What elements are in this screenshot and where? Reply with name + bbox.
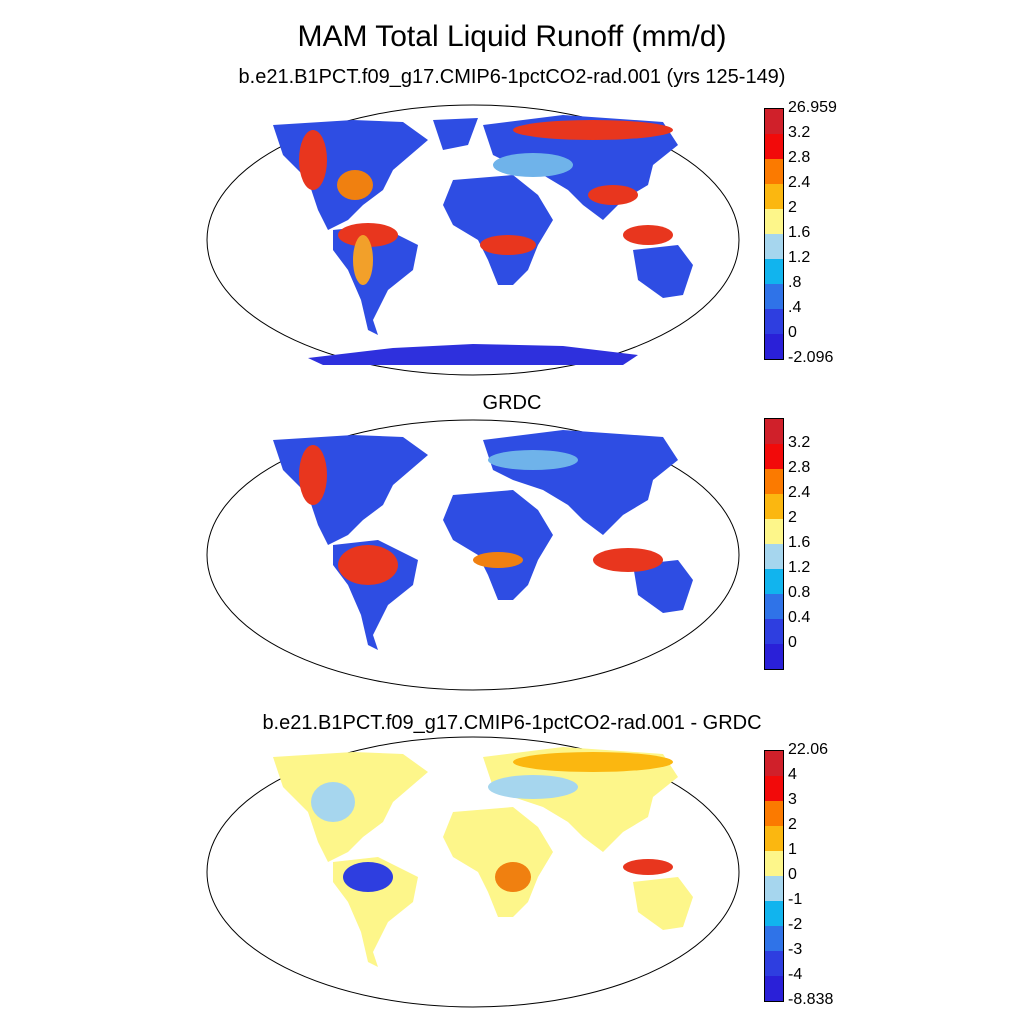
colorbar-segment [765,594,783,619]
colorbar-segment [765,619,783,644]
colorbar-label: 3.2 [788,434,811,451]
antarctica [308,344,638,365]
colorbar-segment [765,751,783,776]
continents-model [273,115,693,365]
colorbar-label: -3 [788,941,803,958]
panel-grdc-title: GRDC [482,392,542,414]
colorbar-segment [765,184,783,209]
greenland [433,118,478,150]
colorbar-segment [765,901,783,926]
colorbar-label: 0 [788,866,797,883]
colorbar-label: -2 [788,916,803,933]
australia [633,245,693,298]
colorbar-segment [765,926,783,951]
colorbar-segment [765,519,783,544]
colorbar-label: 1 [788,841,797,858]
continents-diff [273,747,693,967]
colorbar-label: -8.838 [788,991,834,1008]
colorbar-segment [765,976,783,1001]
colorbar-label: 26.959 [788,99,837,116]
colorbar-label: 2 [788,509,797,526]
anomalies-diff [311,752,673,892]
colorbar-box [764,108,784,360]
colorbar-label: -2.096 [788,349,834,366]
colorbar-segment [765,109,783,134]
colorbar-label: 2.4 [788,484,811,501]
colorbar-label: 1.6 [788,534,811,551]
colorbar-segment [765,159,783,184]
colorbar-label: 0.4 [788,609,811,626]
colorbar-label: 4 [788,766,797,783]
north-america [273,120,428,230]
colorbar-label: -4 [788,966,803,983]
panel-model-title: b.e21.B1PCT.f09_g17.CMIP6-1pctCO2-rad.00… [238,66,786,88]
colorbar-segment [765,544,783,569]
colorbar-segment [765,851,783,876]
colorbar-label: 2 [788,816,797,833]
colorbar-label: 3.2 [788,124,811,141]
colorbar-segment [765,951,783,976]
colorbar-label: 3 [788,791,797,808]
map-frame-diff [206,736,740,1008]
colorbar-segment [765,419,783,444]
colorbar-label: 1.6 [788,224,811,241]
colorbar-segment [765,801,783,826]
colorbar-segment [765,469,783,494]
colorbar-label: 2.4 [788,174,811,191]
colorbar-segment [765,826,783,851]
south-america [333,225,418,335]
colorbar-segment [765,494,783,519]
colorbar-label: 0 [788,324,797,341]
eurasia [483,115,678,220]
colorbar-segment [765,309,783,334]
continents-grdc [273,430,693,650]
colorbar-label: 2.8 [788,459,811,476]
colorbar-segment [765,569,783,594]
hotspots-model [299,120,673,285]
colorbar-segment [765,284,783,309]
colorbar-label: .8 [788,274,802,291]
colorbar-segment [765,776,783,801]
map-frame-model [206,104,740,376]
colorbar-label: 1.2 [788,559,811,576]
figure-title: MAM Total Liquid Runoff (mm/d) [297,20,727,53]
colorbar-label: 2 [788,199,797,216]
colorbar-label: 0 [788,634,797,651]
colorbar-segment [765,259,783,284]
colorbar-label: 0.8 [788,584,811,601]
colorbar-label: 22.06 [788,741,829,758]
colorbar-segment [765,444,783,469]
colorbar-label: 2.8 [788,149,811,166]
colorbar-box [764,750,784,1002]
africa [443,175,553,285]
colorbar-segment [765,876,783,901]
panel-diff-title: b.e21.B1PCT.f09_g17.CMIP6-1pctCO2-rad.00… [262,712,762,734]
colorbar-label: 1.2 [788,249,811,266]
colorbar-label: -1 [788,891,803,908]
colorbar-segment [765,209,783,234]
map-frame-grdc [206,419,740,691]
colorbar-segment [765,644,783,669]
colorbar-box [764,418,784,670]
colorbar-segment [765,134,783,159]
colorbar-segment [765,334,783,359]
colorbar-segment [765,234,783,259]
hotspots-grdc [299,445,663,585]
colorbar-label: .4 [788,299,802,316]
